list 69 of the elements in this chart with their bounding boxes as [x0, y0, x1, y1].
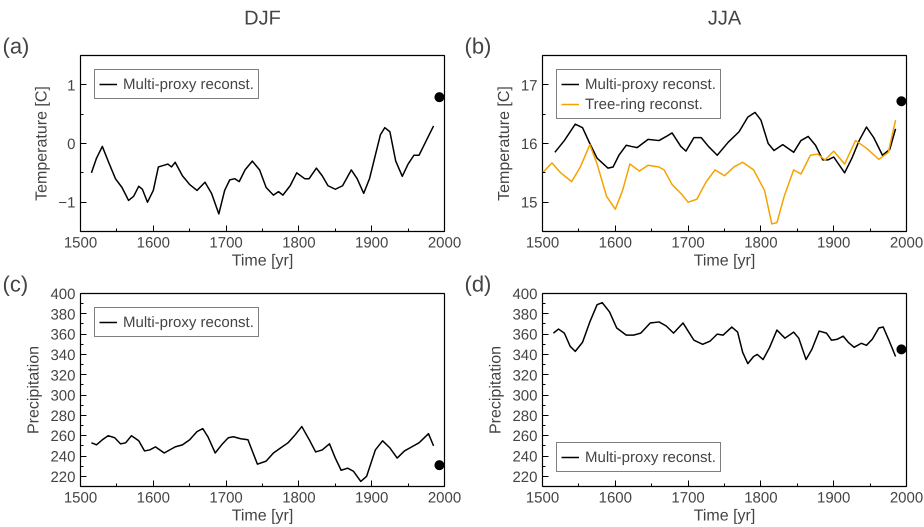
x-tick-label: 1900: [355, 234, 388, 252]
y-tick-label: 240: [50, 448, 76, 466]
y-tick-label: 320: [512, 367, 538, 384]
y-tick-label: 280: [50, 408, 76, 425]
x-tick-label: 1600: [598, 490, 632, 506]
x-tick-label: 2000: [428, 490, 462, 506]
y-tick-label: 240: [512, 448, 538, 466]
y-tick-label: 0: [67, 136, 76, 153]
legend-label: Multi-proxy reconst.: [123, 314, 254, 330]
y-axis-title: Temperature [C]: [33, 86, 50, 201]
x-tick-label: 1500: [526, 234, 560, 252]
x-tick-label: 1800: [744, 234, 778, 252]
y-tick-label: 15: [520, 194, 538, 212]
legend-label: Multi-proxy reconst.: [585, 76, 716, 92]
y-tick-label: 400: [50, 286, 76, 303]
x-axis-title: Time [yr]: [232, 252, 294, 270]
legend-label: Multi-proxy reconst.: [585, 448, 716, 466]
text: (b): [464, 34, 492, 58]
x-tick-label: 1800: [744, 490, 778, 506]
y-tick-label: 380: [512, 306, 538, 324]
y-tick-label: 360: [512, 326, 538, 344]
y-tick-label: 400: [512, 286, 538, 303]
x-tick-label: 2000: [890, 490, 924, 506]
x-tick-label: 1900: [355, 490, 388, 506]
y-axis-title: Precipitation: [25, 346, 42, 434]
x-tick-label: 1700: [671, 490, 705, 506]
y-tick-label: 280: [512, 408, 538, 425]
y-tick-label: 260: [50, 428, 76, 446]
y-tick-label: 220: [512, 468, 538, 486]
x-tick-label: 2000: [428, 234, 462, 252]
y-tick-label: 300: [512, 388, 538, 405]
x-axis-title: Time [yr]: [694, 252, 756, 270]
x-tick-label: 1500: [64, 490, 98, 506]
x-tick-label: 1500: [64, 234, 98, 252]
text: (a): [2, 34, 30, 58]
text: (c): [2, 272, 28, 296]
chart-title: DJF: [244, 8, 281, 30]
x-tick-label: 1700: [671, 234, 705, 252]
x-tick-label: 1900: [817, 490, 850, 506]
y-tick-label: 260: [512, 428, 538, 446]
x-tick-label: 1600: [598, 234, 632, 252]
x-axis-title: Time [yr]: [232, 508, 294, 524]
x-tick-label: 1900: [817, 234, 850, 252]
x-tick-label: 1800: [282, 234, 316, 252]
y-tick-label: −1: [58, 194, 76, 212]
y-tick-label: 320: [50, 367, 76, 384]
y-tick-label: 300: [50, 388, 76, 405]
x-tick-label: 1500: [526, 490, 560, 506]
y-axis-title: Temperature [C]: [496, 86, 513, 201]
y-tick-label: 380: [50, 306, 76, 324]
y-tick-label: 16: [520, 136, 538, 153]
y-axis-title: Precipitation: [487, 346, 504, 434]
legend-label: Tree-ring reconst.: [585, 96, 703, 112]
y-tick-label: 340: [50, 346, 76, 364]
y-tick-label: 1: [67, 77, 76, 94]
legend-label: Multi-proxy reconst.: [123, 76, 254, 92]
x-axis-title: Time [yr]: [694, 508, 756, 524]
x-tick-label: 1600: [136, 234, 170, 252]
text: (d): [464, 272, 492, 296]
y-tick-label: 220: [50, 468, 76, 486]
y-tick-label: 360: [50, 326, 76, 344]
chart-title: JJA: [708, 8, 742, 30]
y-tick-label: 340: [512, 346, 538, 364]
x-tick-label: 1600: [136, 490, 170, 506]
x-tick-label: 1700: [209, 234, 243, 252]
x-tick-label: 1700: [209, 490, 243, 506]
x-tick-label: 1800: [282, 490, 316, 506]
y-tick-label: 17: [520, 77, 538, 94]
x-tick-label: 2000: [890, 234, 924, 252]
